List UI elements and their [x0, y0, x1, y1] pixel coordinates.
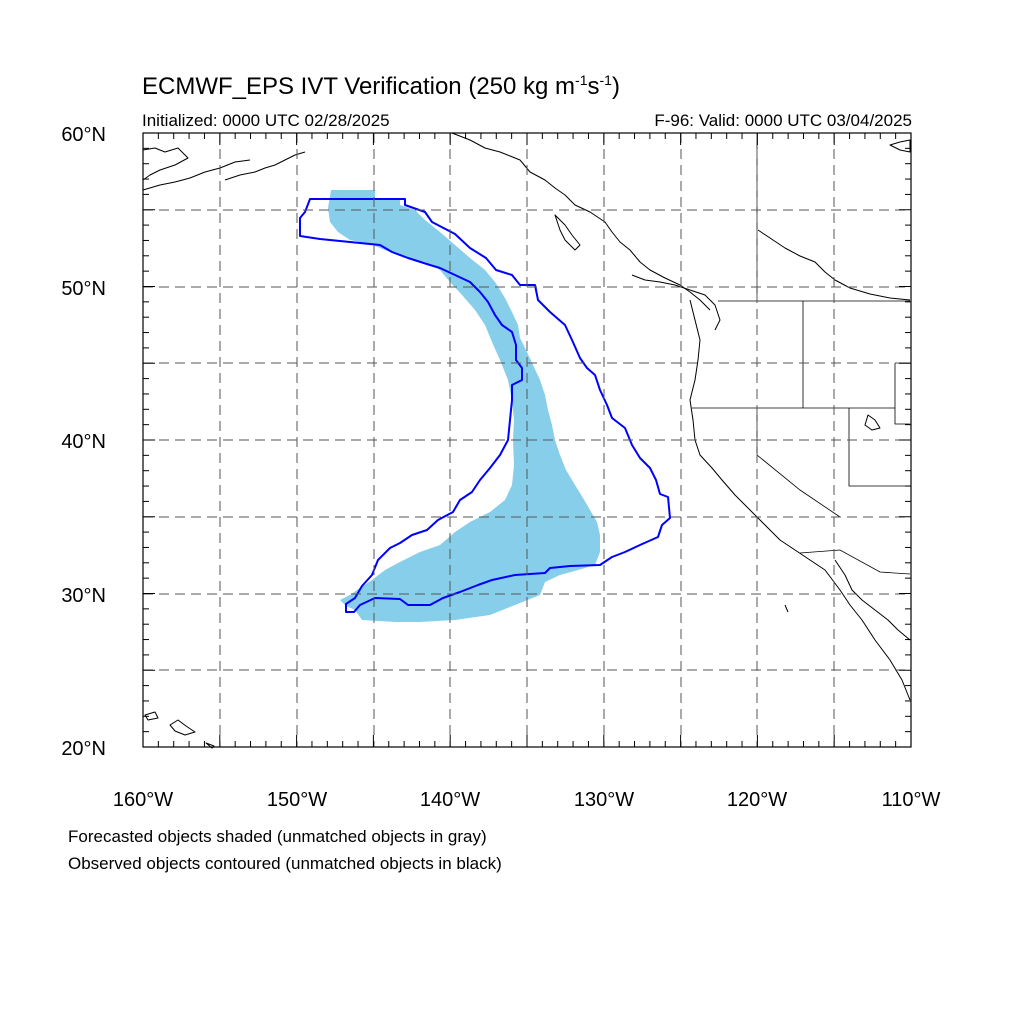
state-borders: [692, 133, 911, 575]
lat-label-50n: 50°N: [61, 278, 106, 300]
coastline: [142, 132, 911, 749]
lon-label-140w: 140°W: [420, 789, 480, 811]
lat-label-40n: 40°N: [61, 431, 106, 453]
map-title: ECMWF_EPS IVT Verification (250 kg m-1s-…: [142, 72, 620, 100]
grid-lines: [143, 133, 911, 747]
caption-forecast: Forecasted objects shaded (unmatched obj…: [68, 827, 487, 846]
lon-label-110w: 110°W: [882, 789, 941, 811]
lon-label-160w: 160°W: [113, 789, 173, 811]
lat-label-60n: 60°N: [61, 124, 106, 146]
lat-label-20n: 20°N: [61, 738, 106, 760]
axis-ticks: [142, 132, 912, 748]
valid-time: F-96: Valid: 0000 UTC 03/04/2025: [654, 111, 912, 130]
initialized-time: Initialized: 0000 UTC 02/28/2025: [142, 111, 390, 130]
caption-observed: Observed objects contoured (unmatched ob…: [68, 854, 502, 873]
lon-label-130w: 130°W: [574, 789, 634, 811]
observed-contour: [299, 198, 671, 613]
lat-label-30n: 30°N: [61, 585, 106, 607]
lon-label-150w: 150°W: [267, 789, 327, 811]
lat-axis-labels: 60°N 50°N 40°N 30°N 20°N: [61, 124, 106, 760]
lon-label-120w: 120°W: [727, 789, 787, 811]
lon-axis-labels: 160°W 150°W 140°W 130°W 120°W 110°W: [113, 789, 941, 811]
forecast-object: [328, 190, 600, 622]
